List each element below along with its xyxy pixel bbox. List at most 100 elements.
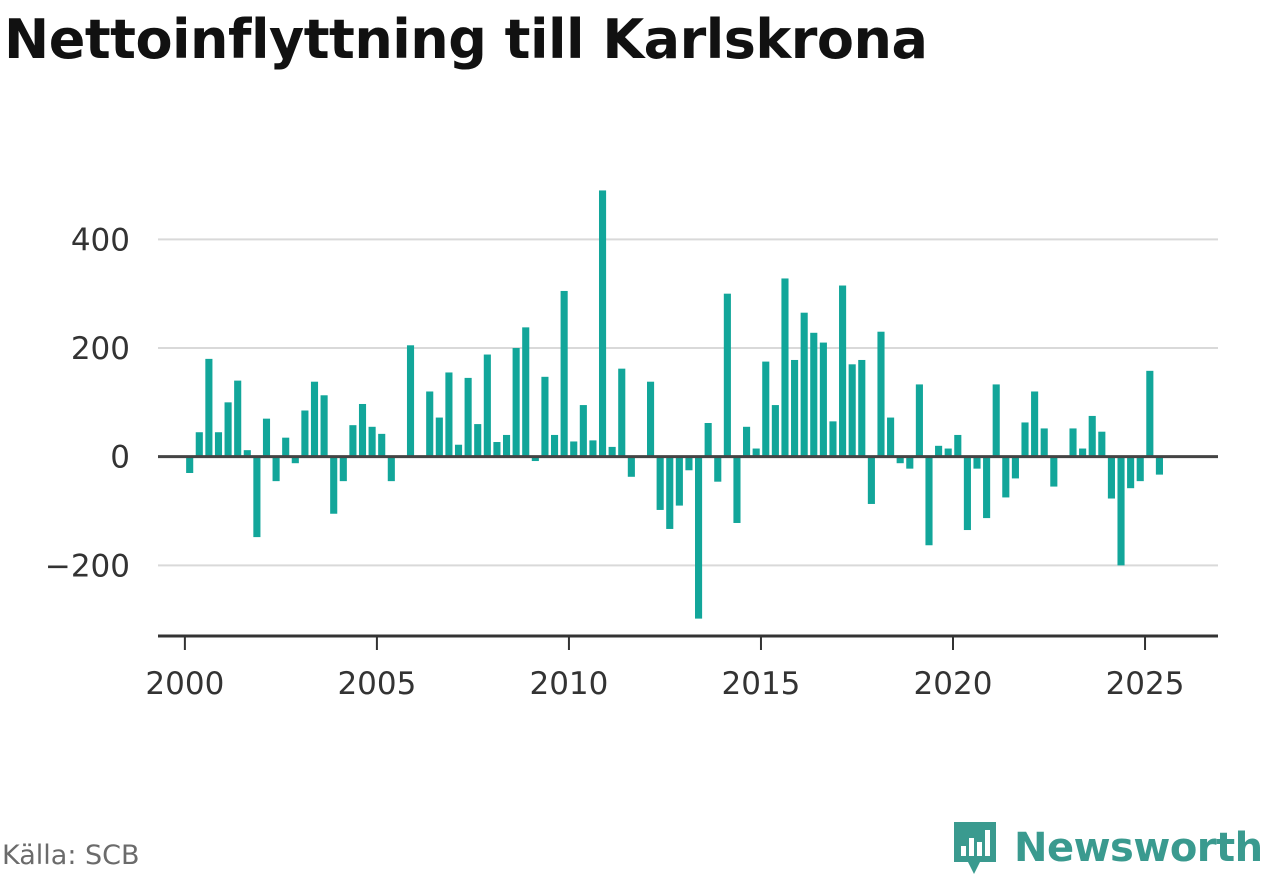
bar	[1021, 422, 1029, 457]
y-axis-labels: −200 0 200 400	[45, 222, 130, 584]
bar	[598, 190, 607, 457]
bar	[272, 456, 280, 482]
bar	[378, 433, 386, 457]
bar	[877, 331, 885, 457]
bar	[224, 402, 232, 457]
bar	[1127, 456, 1135, 489]
bar	[310, 381, 319, 457]
bar	[743, 426, 751, 457]
bar	[656, 456, 664, 510]
x-tick-label: 2025	[1106, 666, 1185, 702]
bar	[944, 448, 952, 457]
newsworthy-logo: Newsworthy	[950, 818, 1262, 878]
bar	[253, 456, 261, 538]
bar	[464, 377, 472, 457]
bar	[781, 278, 789, 457]
y-tick-label: 0	[110, 440, 130, 476]
bar	[983, 456, 991, 519]
bar	[733, 456, 741, 523]
bar	[752, 448, 760, 457]
bar	[1146, 370, 1154, 457]
bar	[320, 395, 328, 457]
x-tick-label: 2000	[145, 666, 224, 702]
bar	[560, 290, 568, 457]
bar	[608, 446, 616, 457]
bar	[1050, 456, 1058, 487]
bar	[695, 456, 703, 619]
x-tick-label: 2010	[529, 666, 608, 702]
bar	[848, 364, 856, 457]
bar	[954, 434, 962, 457]
bar	[445, 372, 453, 457]
bar	[618, 368, 626, 457]
bar	[512, 348, 520, 457]
bar	[800, 312, 808, 457]
y-tick-label: 400	[71, 222, 130, 258]
bar	[887, 417, 895, 457]
bar	[627, 456, 635, 477]
x-tick-label: 2015	[722, 666, 801, 702]
bar	[647, 381, 655, 457]
bar	[205, 358, 213, 457]
y-tick-label: 200	[71, 331, 130, 367]
bar	[387, 456, 395, 482]
bar	[867, 456, 875, 504]
bar	[550, 434, 559, 457]
bar	[1107, 456, 1115, 499]
brand-name: Newsworthy	[1014, 825, 1262, 871]
bar	[1031, 391, 1039, 457]
bar	[186, 456, 194, 473]
bar	[282, 437, 290, 457]
bar	[1079, 448, 1087, 457]
bar	[522, 327, 530, 457]
bar	[531, 456, 539, 462]
bar	[685, 456, 693, 471]
bar	[896, 456, 904, 464]
bar	[810, 332, 818, 457]
bar	[1155, 456, 1163, 475]
bar	[935, 445, 943, 457]
bar	[589, 440, 597, 457]
bar	[829, 421, 837, 457]
bar	[339, 456, 347, 482]
bar	[1002, 456, 1010, 498]
bar	[771, 405, 779, 457]
bar-chart-logo-icon	[954, 822, 996, 874]
bar	[791, 359, 799, 457]
bar	[1098, 431, 1106, 457]
bar	[330, 456, 338, 514]
bar	[675, 456, 683, 506]
gridlines	[158, 238, 1218, 567]
bar	[992, 384, 1000, 457]
x-tick-label: 2020	[914, 666, 993, 702]
source-credit: Källa: SCB	[2, 840, 140, 871]
bar	[579, 405, 587, 457]
bar	[483, 354, 491, 457]
bar	[714, 456, 722, 482]
bar	[474, 424, 482, 457]
bar	[858, 359, 866, 457]
bar	[426, 391, 434, 457]
bar	[1117, 456, 1125, 566]
bar	[262, 418, 271, 457]
bar	[1088, 415, 1096, 457]
bar	[358, 403, 367, 457]
bar	[973, 456, 981, 469]
bar	[704, 422, 712, 457]
x-axis-ticks: 2000 2005 2010 2015 2020 2025	[145, 636, 1184, 702]
bar	[214, 432, 223, 457]
bar	[906, 456, 914, 469]
bar	[723, 293, 731, 457]
bar	[435, 417, 443, 457]
bar	[1011, 456, 1019, 479]
chart-title: Nettoinflyttning till Karlskrona	[4, 8, 928, 71]
x-tick-label: 2005	[337, 666, 416, 702]
bar	[195, 432, 203, 457]
bar	[819, 342, 827, 457]
bar	[349, 425, 357, 457]
bar	[915, 384, 923, 457]
bar	[963, 456, 971, 531]
bars	[186, 190, 1163, 619]
bar	[406, 345, 415, 457]
